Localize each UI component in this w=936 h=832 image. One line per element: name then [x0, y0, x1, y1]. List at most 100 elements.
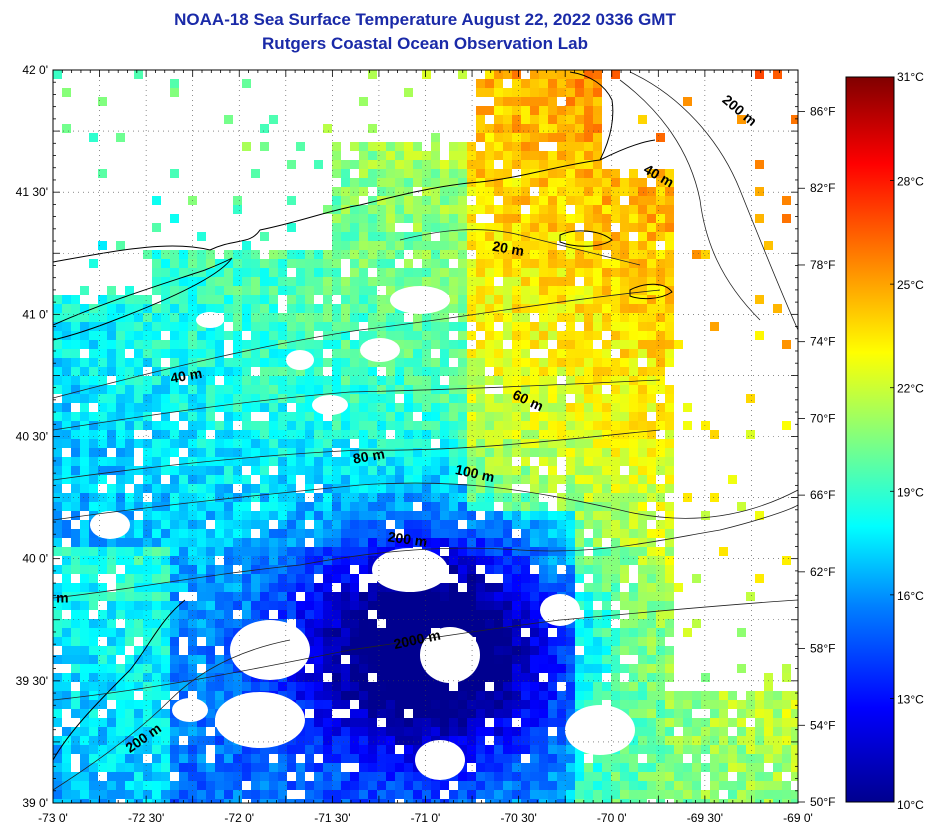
sst-cell — [341, 196, 350, 205]
sst-cell — [206, 439, 215, 448]
sst-cell — [125, 700, 134, 709]
sst-cell — [773, 700, 782, 709]
sst-cell — [71, 745, 80, 754]
sst-cell — [755, 187, 764, 196]
sst-cell — [530, 574, 539, 583]
sst-cell — [611, 646, 620, 655]
sst-cell — [485, 295, 494, 304]
sst-cell — [233, 286, 242, 295]
sst-cell — [341, 394, 350, 403]
sst-cell — [170, 736, 179, 745]
sst-cell — [548, 718, 557, 727]
sst-cell — [179, 610, 188, 619]
sst-cell — [395, 520, 404, 529]
sst-cell — [440, 511, 449, 520]
sst-cell — [530, 466, 539, 475]
sst-cell — [476, 421, 485, 430]
sst-cell — [449, 295, 458, 304]
sst-cell — [89, 394, 98, 403]
sst-cell — [80, 286, 89, 295]
sst-cell — [665, 232, 674, 241]
sst-cell — [170, 358, 179, 367]
sst-cell — [539, 772, 548, 781]
sst-cell — [665, 772, 674, 781]
sst-cell — [431, 196, 440, 205]
sst-cell — [89, 511, 98, 520]
sst-cell — [638, 457, 647, 466]
sst-cell — [323, 448, 332, 457]
sst-cell — [521, 610, 530, 619]
sst-cell — [233, 295, 242, 304]
sst-cell — [584, 160, 593, 169]
sst-cell — [584, 97, 593, 106]
sst-cell — [629, 754, 638, 763]
sst-cell — [80, 475, 89, 484]
sst-cell — [458, 259, 467, 268]
sst-cell — [629, 268, 638, 277]
sst-cell — [134, 331, 143, 340]
sst-cell — [440, 781, 449, 790]
sst-cell — [89, 412, 98, 421]
sst-cell — [197, 331, 206, 340]
sst-cell — [584, 673, 593, 682]
sst-cell — [629, 385, 638, 394]
sst-cell — [638, 664, 647, 673]
sst-cell — [278, 277, 287, 286]
sst-cell — [125, 709, 134, 718]
sst-cell — [350, 241, 359, 250]
sst-cell — [314, 763, 323, 772]
sst-cell — [53, 637, 62, 646]
sst-cell — [197, 781, 206, 790]
sst-cell — [620, 322, 629, 331]
sst-cell — [80, 367, 89, 376]
sst-cell — [368, 781, 377, 790]
sst-cell — [269, 475, 278, 484]
sst-cell — [440, 430, 449, 439]
sst-cell — [62, 547, 71, 556]
sst-cell — [629, 556, 638, 565]
sst-cell — [368, 547, 377, 556]
sst-cell — [422, 313, 431, 322]
sst-cell — [665, 187, 674, 196]
sst-cell — [224, 295, 233, 304]
sst-cell — [620, 511, 629, 520]
sst-cell — [134, 385, 143, 394]
sst-cell — [386, 466, 395, 475]
sst-cell — [341, 781, 350, 790]
sst-cell — [359, 421, 368, 430]
sst-cell — [305, 277, 314, 286]
sst-cell — [584, 178, 593, 187]
sst-cell — [521, 547, 530, 556]
sst-cell — [737, 736, 746, 745]
sst-cell — [755, 772, 764, 781]
sst-cell — [566, 484, 575, 493]
sst-cell — [341, 700, 350, 709]
sst-cell — [548, 448, 557, 457]
sst-cell — [224, 502, 233, 511]
sst-cell — [440, 727, 449, 736]
sst-cell — [53, 691, 62, 700]
sst-cell — [719, 745, 728, 754]
sst-cell — [485, 250, 494, 259]
sst-cell — [143, 790, 152, 799]
sst-cell — [359, 160, 368, 169]
sst-cell — [611, 367, 620, 376]
sst-cell — [656, 547, 665, 556]
sst-cell — [620, 304, 629, 313]
sst-cell — [656, 709, 665, 718]
sst-cell — [107, 673, 116, 682]
sst-cell — [368, 511, 377, 520]
sst-cell — [548, 655, 557, 664]
sst-cell — [116, 790, 125, 799]
sst-cell — [746, 709, 755, 718]
sst-cell — [737, 727, 746, 736]
sst-cell — [458, 619, 467, 628]
sst-cell — [521, 457, 530, 466]
sst-cell — [656, 448, 665, 457]
sst-cell — [710, 790, 719, 799]
sst-cell — [602, 574, 611, 583]
sst-cell — [359, 727, 368, 736]
sst-cell — [53, 529, 62, 538]
sst-cell — [575, 241, 584, 250]
sst-cell — [683, 403, 692, 412]
